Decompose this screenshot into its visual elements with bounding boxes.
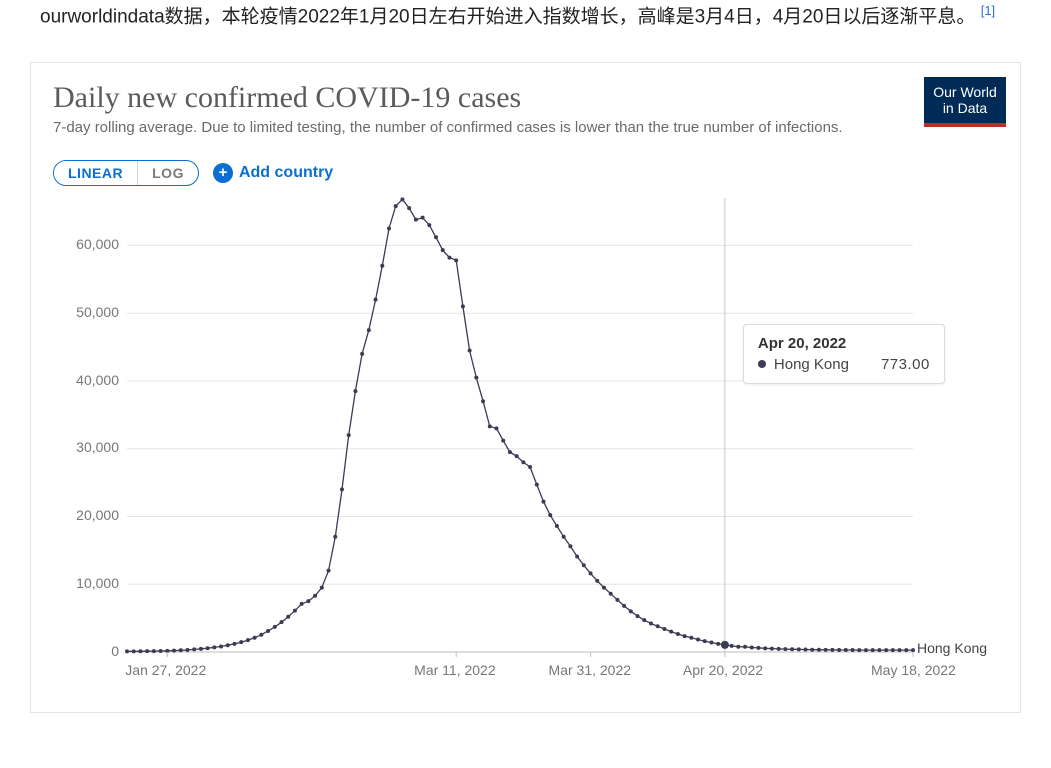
- x-axis-tick-label: Apr 20, 2022: [683, 662, 763, 678]
- x-axis-tick-label: Mar 31, 2022: [549, 662, 632, 678]
- scale-linear-button[interactable]: LINEAR: [54, 161, 138, 185]
- tooltip-date: Apr 20, 2022: [758, 335, 930, 352]
- tooltip-series-dot-icon: [758, 360, 766, 368]
- owid-logo-line1: Our World: [933, 84, 997, 100]
- chart-controls: LINEAR LOG + Add country: [53, 160, 998, 186]
- owid-logo-badge: Our World in Data: [924, 77, 1006, 123]
- x-axis-tick-label: Jan 27, 2022: [125, 662, 206, 678]
- caption-text: ourworldindata数据，本轮疫情2022年1月20日左右开始进入指数增…: [40, 6, 975, 27]
- tooltip-row: Hong Kong 773.00: [758, 356, 930, 373]
- scale-toggle[interactable]: LINEAR LOG: [53, 160, 199, 186]
- plus-circle-icon: +: [213, 163, 233, 183]
- chart-tooltip: Apr 20, 2022 Hong Kong 773.00: [743, 324, 945, 384]
- x-axis-tick-label: Mar 11, 2022: [414, 662, 495, 678]
- scale-log-button[interactable]: LOG: [138, 161, 198, 185]
- y-axis-tick-label: 60,000: [76, 236, 119, 252]
- caption-paragraph: ourworldindata数据，本轮疫情2022年1月20日左右开始进入指数增…: [30, 0, 1021, 34]
- chart-subtitle: 7-day rolling average. Due to limited te…: [53, 119, 998, 136]
- y-axis-tick-label: 0: [111, 643, 119, 659]
- chart-plot-area[interactable]: 0 10,000 20,000 30,000 40,000 50,000 60,000 Jan…: [53, 192, 993, 692]
- series-end-label: Hong Kong: [917, 640, 987, 656]
- x-axis-tick-label: May 18, 2022: [871, 662, 956, 678]
- y-axis-tick-label: 20,000: [76, 507, 119, 523]
- reference-link[interactable]: [1]: [981, 3, 995, 18]
- add-country-button[interactable]: + Add country: [213, 163, 333, 183]
- tooltip-value: 773.00: [881, 356, 930, 373]
- add-country-label: Add country: [239, 164, 333, 182]
- tooltip-series-label: Hong Kong: [774, 356, 849, 373]
- line-chart-svg: [53, 192, 993, 692]
- chart-card: Our World in Data Daily new confirmed CO…: [30, 62, 1021, 713]
- y-axis-tick-label: 40,000: [76, 372, 119, 388]
- y-axis-tick-label: 50,000: [76, 304, 119, 320]
- chart-title: Daily new confirmed COVID-19 cases: [53, 81, 998, 115]
- y-axis-tick-label: 10,000: [76, 575, 119, 591]
- owid-logo-line2: in Data: [943, 100, 987, 116]
- y-axis-tick-label: 30,000: [76, 439, 119, 455]
